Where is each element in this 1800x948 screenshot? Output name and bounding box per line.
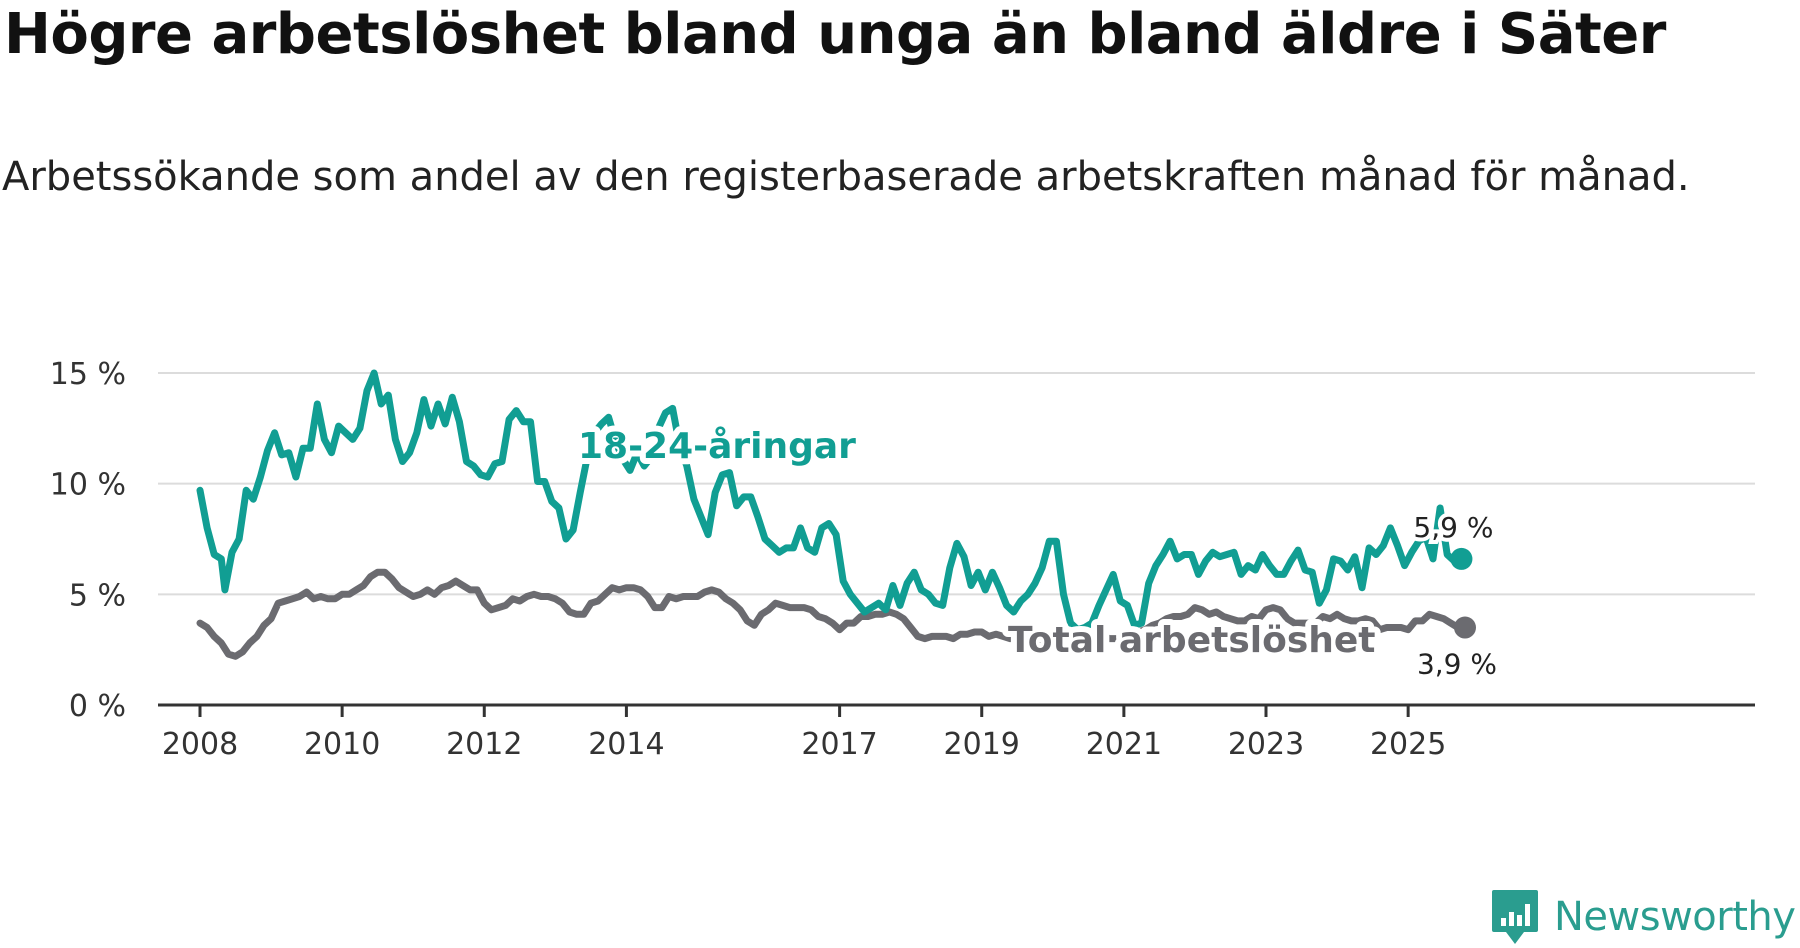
y-tick-label: 5 % — [69, 578, 126, 613]
x-tick-label: 2019 — [944, 727, 1020, 762]
series-lines — [196, 369, 1476, 660]
gridlines — [158, 372, 1755, 596]
newsworthy-logo-icon — [1492, 890, 1538, 944]
x-tick-label: 2023 — [1228, 727, 1304, 762]
youth-series-label: 18-24-åringar — [578, 426, 856, 467]
x-tick-label: 2025 — [1370, 727, 1446, 762]
chart-subtitle: Arbetssökande som andel av den registerb… — [2, 154, 1690, 200]
newsworthy-logo: Newsworthy — [1490, 888, 1796, 946]
total-end-label: 3,9 % — [1417, 648, 1497, 681]
total-line — [196, 568, 1469, 660]
y-tick-label: 10 % — [50, 468, 126, 503]
x-tick-label: 2010 — [304, 727, 380, 762]
youth-line — [196, 369, 1465, 634]
youth-end-label: 5,9 % — [1413, 511, 1493, 544]
youth-end-point — [1450, 547, 1473, 570]
y-tick-label: 15 % — [50, 357, 126, 392]
y-tick-label: 0 % — [69, 689, 126, 724]
newsworthy-logo-text: Newsworthy — [1554, 894, 1796, 940]
x-tick-label: 2017 — [801, 727, 877, 762]
x-tick-label: 2014 — [588, 727, 664, 762]
chart-title: Högre arbetslöshet bland unga än bland ä… — [4, 2, 1666, 67]
series-labels: 5,9 % 3,9 % 18-24-åringar Total arbetslöshe… — [572, 420, 1501, 685]
total-end-point — [1454, 616, 1476, 639]
x-tick-label: 2012 — [446, 727, 522, 762]
total-series-label: Total arbetslöshet — [1008, 620, 1376, 661]
axes: 0 % 5 % 10 % 15 % 2008 2010 2012 2014 2017 2019 20… — [50, 357, 1755, 762]
x-tick-label: 2021 — [1086, 727, 1162, 762]
x-tick-label: 2008 — [162, 727, 238, 762]
